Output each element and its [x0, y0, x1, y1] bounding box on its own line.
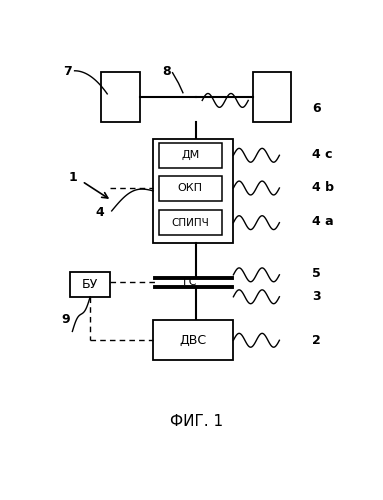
- Text: 1: 1: [69, 171, 77, 184]
- Text: БУ: БУ: [82, 278, 98, 291]
- Text: ДМ: ДМ: [181, 150, 200, 160]
- Bar: [101, 72, 140, 122]
- Bar: [153, 320, 233, 360]
- Text: 2: 2: [312, 334, 321, 347]
- Bar: [159, 176, 221, 201]
- Text: ГС: ГС: [183, 278, 198, 287]
- Bar: [153, 139, 233, 243]
- Text: ОКП: ОКП: [178, 183, 203, 193]
- Bar: [253, 72, 291, 122]
- Text: 3: 3: [312, 290, 321, 304]
- Text: СПИПЧ: СПИПЧ: [172, 218, 209, 228]
- Text: 4 c: 4 c: [312, 148, 332, 161]
- Text: 4: 4: [95, 206, 104, 218]
- Text: 5: 5: [312, 267, 321, 280]
- Bar: [70, 272, 110, 297]
- Bar: [159, 143, 221, 168]
- Text: 6: 6: [312, 102, 321, 114]
- Bar: [159, 210, 221, 235]
- Text: 7: 7: [63, 65, 72, 78]
- Text: 4 b: 4 b: [312, 180, 334, 194]
- Text: 8: 8: [162, 65, 171, 78]
- Text: 4 a: 4 a: [312, 215, 334, 228]
- Text: ДВС: ДВС: [180, 334, 207, 346]
- Text: 9: 9: [61, 314, 70, 326]
- Text: ФИГ. 1: ФИГ. 1: [170, 414, 223, 430]
